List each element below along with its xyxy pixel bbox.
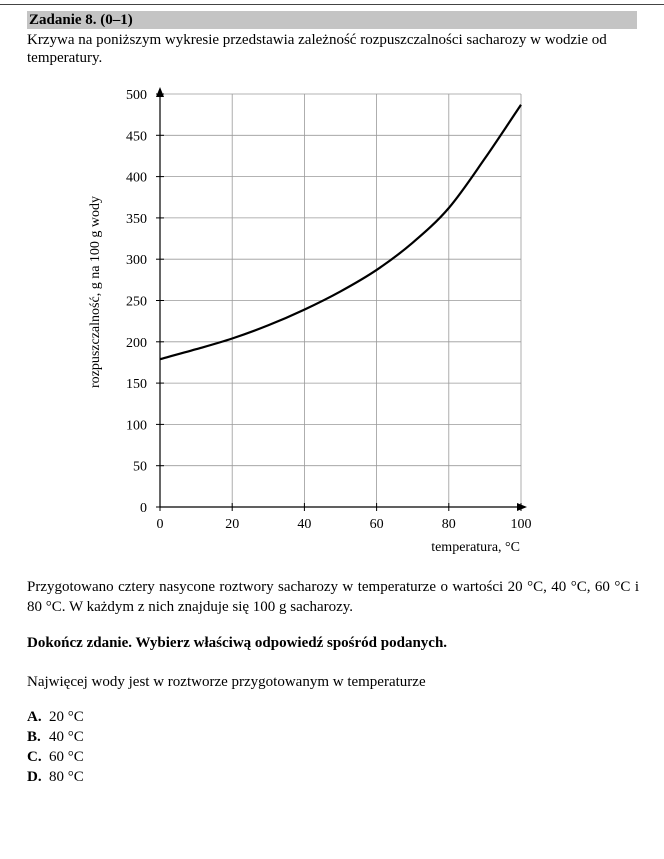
task-header: Zadanie 8. (0–1) (27, 11, 637, 29)
grid-layer (160, 93, 522, 507)
solubility-curve (159, 104, 522, 361)
option-letter: D. (27, 769, 42, 785)
option-c[interactable]: C. 60 °C (27, 747, 84, 767)
question-stem: Najwięcej wody jest w roztworze przygoto… (27, 674, 426, 690)
y-tick-label: 100 (126, 418, 147, 433)
y-tick-label: 0 (140, 501, 147, 516)
answer-options: A. 20 °C B. 40 °C C. 60 °C D. 80 °C (27, 707, 84, 787)
task-intro: Krzywa na poniższym wykresie przedstawia… (27, 32, 607, 66)
ticks-layer: 0 50 100 150 200 250 300 350 400 450 500 0 20 40 60 80 1… (126, 88, 532, 532)
option-letter: C. (27, 749, 42, 765)
y-tick-label: 400 (126, 171, 147, 186)
x-tick-label: 0 (157, 517, 164, 532)
y-tick-label: 450 (126, 129, 147, 144)
y-tick-label: 300 (126, 253, 147, 268)
instruction: Dokończ zdanie. Wybierz właściwą odpowie… (27, 635, 448, 651)
y-tick-label: 500 (126, 88, 147, 103)
option-b[interactable]: B. 40 °C (27, 727, 84, 747)
option-text: 60 °C (49, 749, 84, 765)
y-tick-label: 150 (126, 377, 147, 392)
series-layer (159, 104, 522, 361)
option-d[interactable]: D. 80 °C (27, 767, 84, 787)
y-axis-arrow (156, 87, 164, 97)
option-letter: A. (27, 709, 42, 725)
y-tick-label: 50 (133, 460, 147, 475)
y-tick-label: 350 (126, 212, 147, 227)
x-tick-label: 60 (370, 517, 384, 532)
x-tick-label: 80 (442, 517, 456, 532)
option-text: 20 °C (49, 709, 84, 725)
x-tick-label: 20 (225, 517, 239, 532)
y-tick-label: 200 (126, 336, 147, 351)
option-text: 40 °C (49, 729, 84, 745)
option-text: 80 °C (49, 769, 84, 785)
paragraph-context: Przygotowano cztery nasycone roztwory sa… (27, 579, 639, 615)
y-axis-label: rozpuszczalność, g na 100 g wody (88, 196, 103, 388)
x-tick-label: 100 (511, 517, 532, 532)
top-rule (0, 4, 664, 5)
solubility-chart: 0 50 100 150 200 250 300 350 400 450 500 0 20 40 60 80 1… (88, 87, 532, 555)
x-axis-label: temperatura, °C (431, 540, 520, 555)
axes-layer (156, 87, 527, 511)
x-axis-arrow (517, 503, 527, 511)
option-a[interactable]: A. 20 °C (27, 707, 84, 727)
option-letter: B. (27, 729, 41, 745)
y-tick-label: 250 (126, 295, 147, 310)
x-tick-label: 40 (297, 517, 311, 532)
